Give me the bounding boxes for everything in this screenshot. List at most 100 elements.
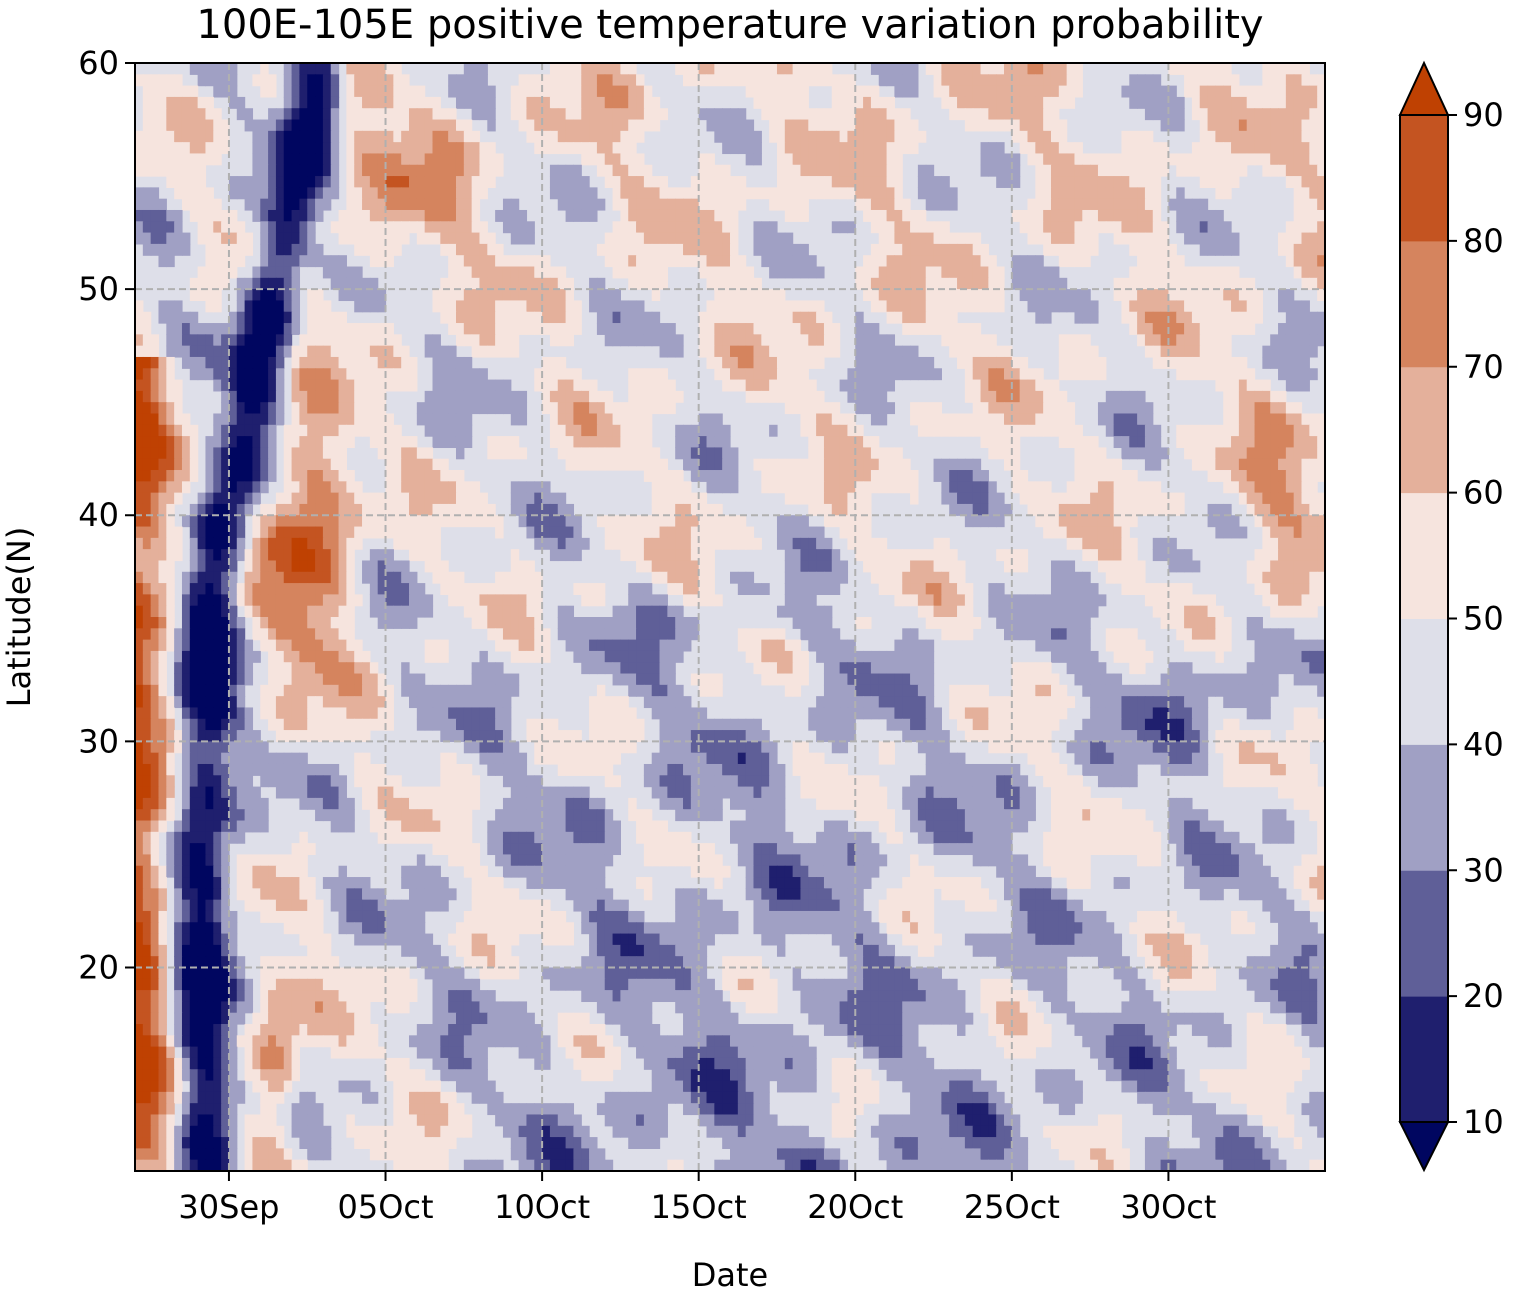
contour-cell [549,311,559,324]
contour-cell [589,436,598,449]
contour-cell [1082,221,1091,234]
contour-cell [902,356,911,369]
contour-cell [307,571,316,584]
contour-cell [1317,198,1325,211]
contour-cell [1285,311,1295,324]
contour-cell [1301,481,1310,494]
contour-cell [792,74,802,87]
contour-cell [377,368,387,381]
contour-cell [957,243,966,256]
contour-cell [1066,515,1076,528]
contour-cell [354,424,363,437]
contour-cell [659,594,668,607]
contour-cell [534,266,543,279]
contour-cell [354,74,363,87]
contour-cell [197,515,207,528]
contour-cell [996,289,1005,302]
contour-cell [424,492,434,505]
contour-cell [221,345,230,358]
contour-cell [855,311,864,324]
contour-cell [964,243,974,256]
contour-cell [1137,130,1146,143]
contour-cell [1270,345,1279,358]
contour-cell [1004,424,1013,437]
contour-cell [1199,356,1209,369]
contour-cell [792,492,802,505]
contour-cell [1215,232,1224,245]
contour-cell [855,447,864,460]
contour-cell [1058,176,1068,188]
contour-cell [863,470,872,482]
contour-cell [737,300,747,313]
contour-cell [800,379,809,392]
contour-cell [557,334,567,347]
contour-cell [495,289,504,302]
contour-cell [432,153,441,166]
contour-cell [346,63,355,75]
contour-cell [675,481,684,494]
contour-cell [816,266,825,279]
contour-cell [393,560,402,573]
contour-cell [988,277,997,290]
contour-cell [565,74,575,87]
contour-cell [925,413,935,426]
contour-cell [377,402,387,415]
contour-cell [651,379,661,392]
contour-cell [1309,549,1318,562]
contour-cell [784,379,794,392]
contour-cell [1317,503,1325,516]
contour-cell [1176,164,1185,177]
contour-cell [831,96,841,109]
contour-cell [1011,108,1021,121]
contour-cell [1293,436,1303,449]
contour-cell [260,187,269,200]
contour-cell [776,345,786,358]
contour-cell [221,413,230,426]
contour-cell [894,198,903,211]
contour-cell [1105,187,1115,200]
contour-cell [1027,232,1036,245]
contour-cell [549,356,559,369]
contour-cell [369,492,379,505]
contour-cell [260,560,269,573]
contour-cell [283,108,293,121]
contour-cell [158,243,167,256]
contour-cell [980,266,989,279]
contour-cell [792,571,802,584]
contour-cell [275,130,285,143]
contour-cell [393,164,402,177]
contour-cell [1050,119,1060,132]
contour-cell [330,356,340,369]
contour-cell [949,413,958,426]
contour-cell [1035,379,1044,392]
contour-cell [745,390,755,403]
contour-cell [1058,300,1068,313]
contour-cell [315,119,324,132]
contour-cell [189,277,199,290]
contour-cell [1074,492,1083,505]
contour-cell [800,413,809,426]
contour-cell [181,243,191,256]
contour-cell [1223,277,1232,290]
contour-cell [972,481,982,494]
contour-cell [307,289,316,302]
contour-cell [706,571,715,584]
contour-cell [495,345,504,358]
contour-cell [1223,119,1232,132]
contour-cell [510,96,520,109]
contour-cell [158,153,167,166]
contour-cell [972,289,982,302]
contour-cell [737,130,747,143]
contour-cell [369,108,379,121]
contour-cell [487,142,496,155]
contour-cell [800,470,809,482]
contour-cell [1019,142,1029,155]
contour-cell [244,243,254,256]
contour-cell [189,549,199,562]
contour-cell [557,368,567,381]
contour-cell [730,345,739,358]
contour-cell [354,300,363,313]
contour-cell [393,492,402,505]
contour-cell [737,379,747,392]
contour-cell [307,85,316,98]
